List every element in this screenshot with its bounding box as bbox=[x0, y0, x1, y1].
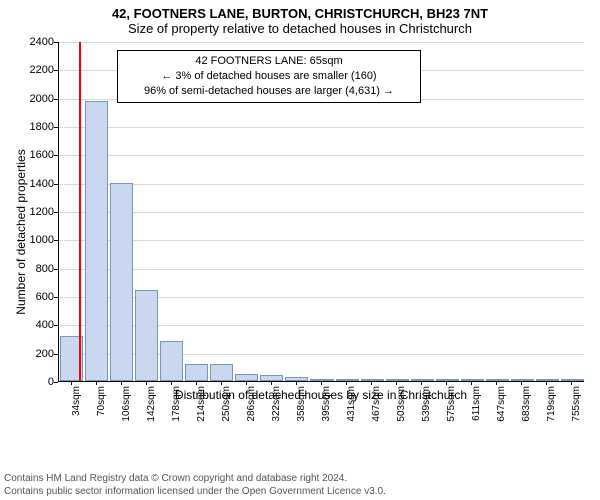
ytick-label: 1400 bbox=[14, 178, 54, 190]
xtick-mark bbox=[196, 381, 197, 385]
bar bbox=[260, 375, 283, 381]
ytick-mark bbox=[54, 42, 58, 43]
xtick-mark bbox=[96, 381, 97, 385]
ytick-label: 600 bbox=[14, 291, 54, 303]
title-subtitle: Size of property relative to detached ho… bbox=[0, 21, 600, 40]
bar bbox=[285, 377, 308, 381]
ytick-mark bbox=[54, 184, 58, 185]
bar bbox=[185, 364, 208, 381]
ytick-label: 1800 bbox=[14, 121, 54, 133]
ytick-label: 400 bbox=[14, 319, 54, 331]
ytick-label: 2200 bbox=[14, 64, 54, 76]
ytick-label: 2400 bbox=[14, 36, 54, 48]
ytick-label: 2000 bbox=[14, 93, 54, 105]
ytick-label: 0 bbox=[14, 376, 54, 388]
xtick-mark bbox=[471, 381, 472, 385]
ytick-mark bbox=[54, 382, 58, 383]
annotation-line2: ← 3% of detached houses are smaller (160… bbox=[124, 69, 414, 84]
xtick-mark bbox=[321, 381, 322, 385]
x-axis-label: Distribution of detached houses by size … bbox=[58, 388, 584, 402]
footer-line2: Contains public sector information licen… bbox=[4, 486, 386, 499]
xtick-mark bbox=[396, 381, 397, 385]
xtick-mark bbox=[421, 381, 422, 385]
ytick-mark bbox=[54, 354, 58, 355]
footer-credits: Contains HM Land Registry data © Crown c… bbox=[4, 473, 386, 498]
ytick-mark bbox=[54, 212, 58, 213]
xtick-mark bbox=[121, 381, 122, 385]
ytick-mark bbox=[54, 99, 58, 100]
xtick-mark bbox=[546, 381, 547, 385]
bar bbox=[110, 183, 133, 381]
bar bbox=[135, 290, 158, 381]
ytick-label: 1000 bbox=[14, 234, 54, 246]
xtick-mark bbox=[296, 381, 297, 385]
annotation-line3: 96% of semi-detached houses are larger (… bbox=[124, 84, 414, 99]
ytick-mark bbox=[54, 127, 58, 128]
annotation-box: 42 FOOTNERS LANE: 65sqm ← 3% of detached… bbox=[117, 50, 421, 103]
xtick-mark bbox=[171, 381, 172, 385]
ytick-label: 1200 bbox=[14, 206, 54, 218]
bar bbox=[160, 341, 183, 381]
xtick-mark bbox=[221, 381, 222, 385]
xtick-mark bbox=[521, 381, 522, 385]
xtick-mark bbox=[71, 381, 72, 385]
footer-line1: Contains HM Land Registry data © Crown c… bbox=[4, 473, 386, 486]
xtick-mark bbox=[346, 381, 347, 385]
annotation-line1: 42 FOOTNERS LANE: 65sqm bbox=[124, 54, 414, 69]
ytick-mark bbox=[54, 297, 58, 298]
ytick-label: 800 bbox=[14, 263, 54, 275]
xtick-mark bbox=[271, 381, 272, 385]
bar bbox=[235, 374, 258, 381]
subject-marker-line bbox=[79, 42, 81, 381]
bar bbox=[536, 379, 559, 381]
ytick-mark bbox=[54, 269, 58, 270]
xtick-mark bbox=[246, 381, 247, 385]
ytick-label: 1600 bbox=[14, 149, 54, 161]
chart-area: 42 FOOTNERS LANE: 65sqm ← 3% of detached… bbox=[58, 42, 584, 422]
bar bbox=[210, 364, 233, 381]
plot-region: 42 FOOTNERS LANE: 65sqm ← 3% of detached… bbox=[58, 42, 584, 382]
xtick-mark bbox=[371, 381, 372, 385]
ytick-mark bbox=[54, 325, 58, 326]
xtick-mark bbox=[496, 381, 497, 385]
ytick-label: 200 bbox=[14, 348, 54, 360]
xtick-mark bbox=[571, 381, 572, 385]
ytick-mark bbox=[54, 70, 58, 71]
xtick-mark bbox=[146, 381, 147, 385]
title-address: 42, FOOTNERS LANE, BURTON, CHRISTCHURCH,… bbox=[0, 0, 600, 21]
bar bbox=[85, 101, 108, 382]
bar bbox=[561, 379, 584, 381]
ytick-mark bbox=[54, 240, 58, 241]
xtick-mark bbox=[446, 381, 447, 385]
ytick-mark bbox=[54, 155, 58, 156]
